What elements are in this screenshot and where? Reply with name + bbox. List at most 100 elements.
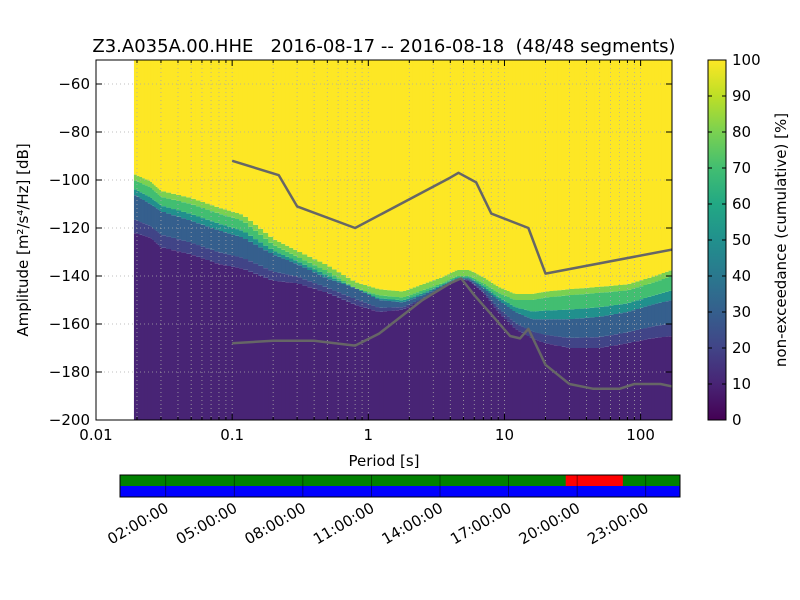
heatmap-cell [515,307,519,313]
heatmap-cell [483,292,487,295]
heatmap-cell [483,278,487,284]
heatmap-cell [658,280,663,294]
heatmap-cell [452,277,456,280]
heatmap-cell [379,289,384,296]
heatmap-cell [454,278,458,279]
heatmap-cell [191,198,197,205]
heatmap-cell [545,343,550,420]
heatmap-cell [526,294,530,300]
heatmap-cell [165,213,172,237]
heatmap-cell [281,60,286,244]
noise-model-line-2 [232,277,672,391]
heatmap-cell [569,295,575,310]
heatmap-cell [476,287,480,420]
heatmap-cell [387,296,392,300]
heatmap-cell [171,60,177,194]
heatmap-cell [584,60,590,288]
heatmap-cell [403,291,407,297]
heatmap-cell [147,196,151,204]
heatmap-cell [432,286,437,289]
x-tick-label: 0.1 [220,426,244,444]
heatmap-cell [471,271,475,278]
heatmap-cell [293,260,298,264]
heatmap-cell [501,311,505,317]
heatmap-cell [658,293,663,303]
heatmap-cell [579,348,585,420]
heatmap-cell [536,299,540,312]
heatmap-cell [561,346,566,420]
heatmap-cell [142,184,146,194]
heatmap-cell [478,283,482,286]
heatmap-cell [553,319,558,337]
heatmap-cell [647,305,652,328]
heatmap-cell [144,224,148,237]
heatmap-cell [151,183,155,190]
heatmap-cell [285,251,290,257]
heatmap-cell [419,295,423,300]
heatmap-cell [399,291,404,298]
heatmap-cell [289,247,294,254]
heatmap-cell [403,308,407,420]
heatmap-cell [584,317,590,338]
heatmap-cell [432,280,437,287]
heatmap-cell [545,297,550,311]
heatmap-cell [277,241,282,248]
y-axis-label: Amplitude [m²/s⁴/Hz] [dB] [14,143,32,336]
heatmap-cell [493,297,497,304]
heatmap-cell [214,251,220,264]
heatmap-cell [541,342,544,420]
heatmap-cell [159,246,162,420]
heatmap-cell [627,342,632,420]
heatmap-cell [307,270,313,282]
heatmap-cell [654,325,659,338]
heatmap-cell [176,251,182,420]
heatmap-cell [488,287,492,291]
heatmap-cell [371,293,376,296]
heatmap-cell [238,230,244,237]
heatmap-cell [403,306,407,309]
heatmap-cell [665,60,669,272]
heatmap-cell [399,302,404,308]
heatmap-cell [281,254,286,259]
heatmap-cell [574,337,580,348]
heatmap-cell [532,60,535,294]
heatmap-cell [618,291,624,305]
heatmap-cell [549,291,554,297]
heatmap-cell [503,289,508,296]
heatmap-cell [557,290,562,297]
heatmap-cell [181,252,187,420]
heatmap-cell [409,294,414,298]
heatmap-cell [222,232,228,254]
heatmap-cell [379,60,384,290]
heatmap-cell [412,60,417,288]
heatmap-cell [273,251,278,256]
heatmap-cell [345,301,351,420]
heatmap-cell [367,309,372,420]
heatmap-cell [631,301,636,311]
heatmap-cell [526,60,530,294]
heatmap-cell [665,324,669,337]
heatmap-cell [133,180,138,190]
heatmap-cell [409,288,414,295]
heatmap-cell [651,304,656,327]
heatmap-cell [160,60,167,192]
heatmap-cell [561,60,566,290]
heatmap-cell [200,246,206,259]
heatmap-cell [429,281,433,288]
heatmap-cell [159,204,162,211]
heatmap-cell [317,60,323,262]
heatmap-cell [302,285,308,420]
heatmap-cell [469,270,472,277]
heatmap-cell [561,289,566,296]
heatmap-cell [285,245,290,252]
heatmap-cell [371,60,376,288]
heatmap-cell [268,270,274,280]
heatmap-cell [263,268,269,278]
heatmap-cell [488,298,492,301]
heatmap-cell [253,244,259,264]
heatmap-cell [144,236,148,420]
heatmap-cell [512,306,516,311]
heatmap-cell [565,319,570,338]
heatmap-cell [289,275,294,283]
heatmap-cell [150,188,153,198]
